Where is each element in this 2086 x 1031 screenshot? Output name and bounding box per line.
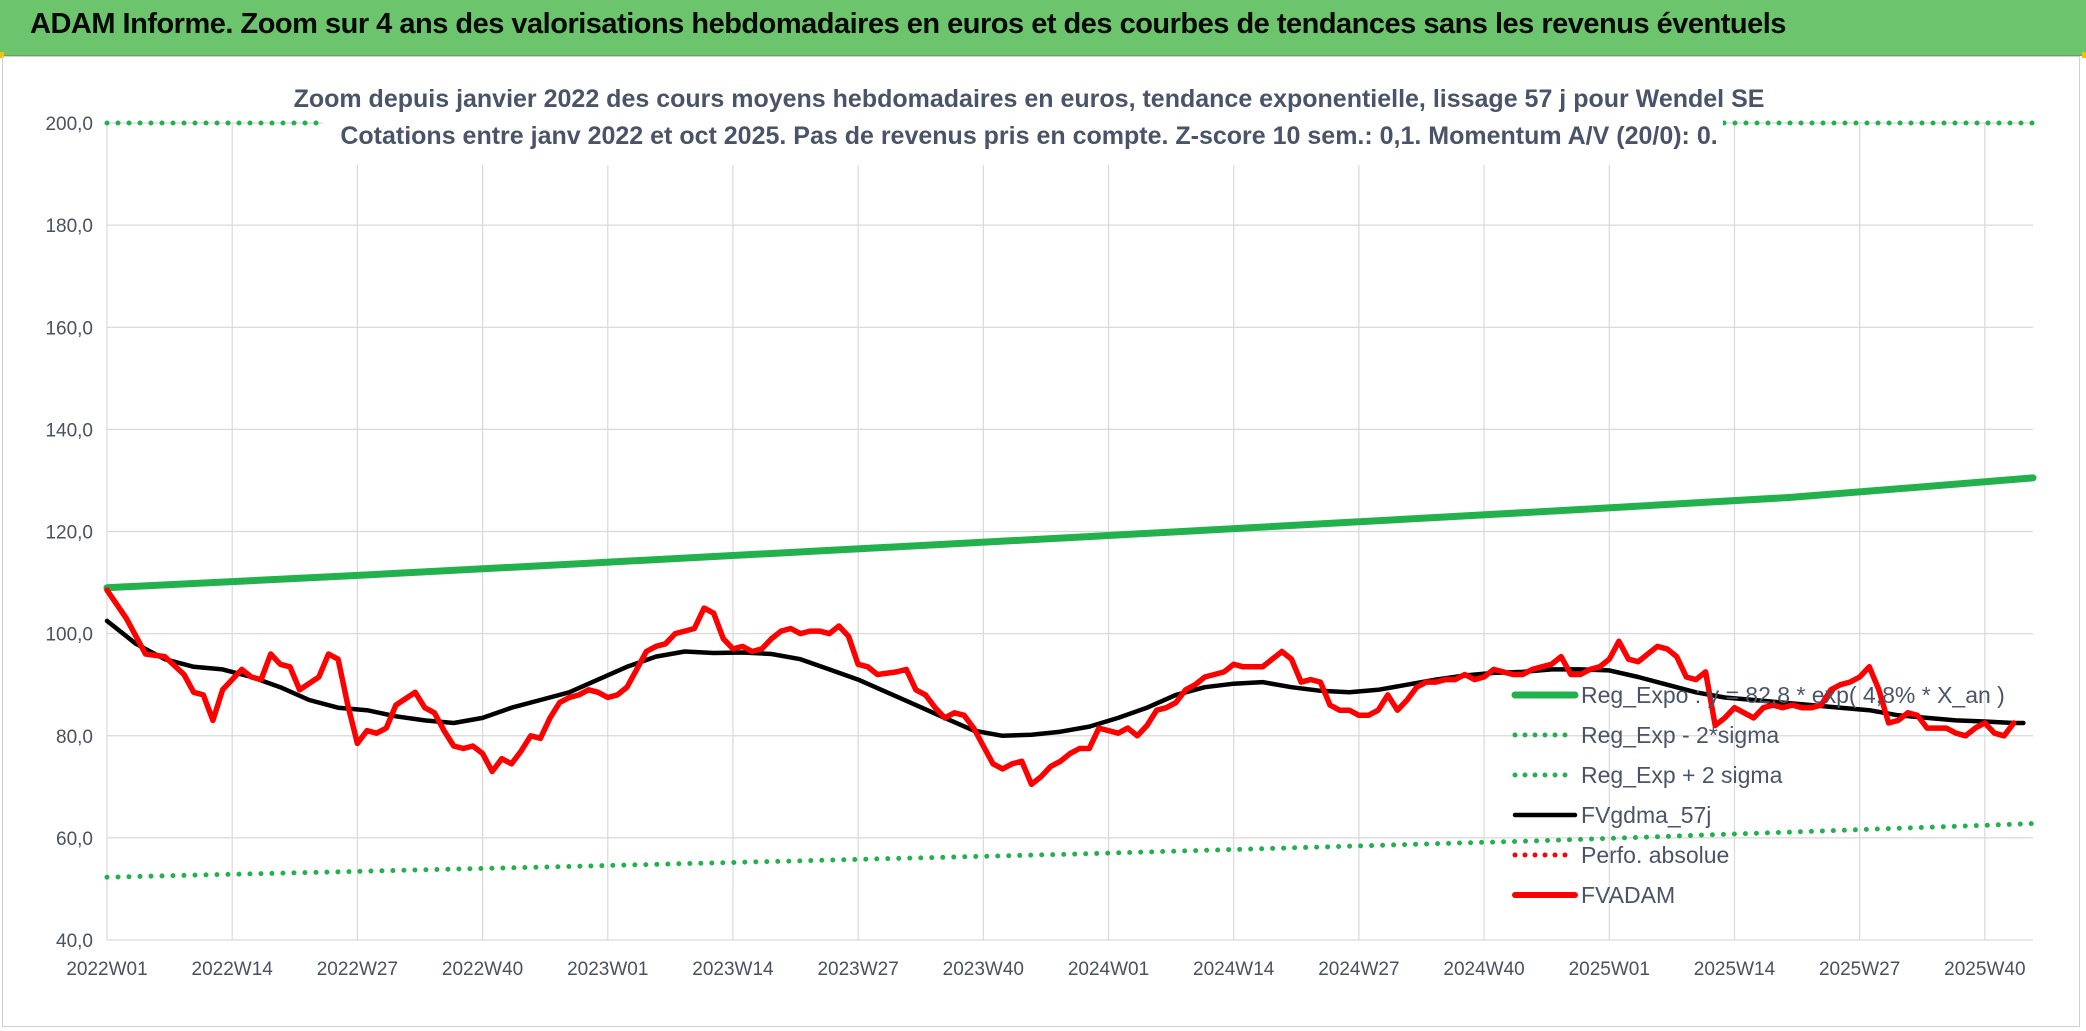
- x-tick-label: 2022W27: [317, 959, 398, 980]
- x-tick-label: 2023W14: [692, 959, 774, 980]
- axes: 40,0 60,0 80,0 100,0 120,0 140,0 160,0 180,0 200…: [45, 114, 2025, 980]
- x-tick-label: 2025W01: [1569, 959, 1650, 980]
- series-line-5: [104, 587, 2017, 788]
- y-tick-label: 120,0: [45, 523, 93, 544]
- y-tick-label: 160,0: [45, 318, 93, 339]
- report-title: ADAM Informe. Zoom sur 4 ans des valoris…: [30, 8, 1786, 40]
- y-tick-label: 100,0: [45, 625, 93, 646]
- x-tick-label: 2022W01: [66, 959, 147, 980]
- legend-label-3: FVgdma_57j: [1581, 802, 1711, 828]
- grid-lines: [106, 122, 2033, 941]
- legend-label-5: FVADAM: [1581, 882, 1675, 908]
- y-tick-label: 60,0: [56, 829, 93, 850]
- legend-label-4: Perfo. absolue: [1581, 842, 1729, 868]
- series-line-3: [104, 618, 2026, 739]
- x-tick-label: 2024W01: [1068, 959, 1149, 980]
- corner-accent-left: [0, 52, 4, 58]
- y-tick-label: 80,0: [56, 727, 93, 748]
- x-tick-label: 2025W27: [1819, 959, 1900, 980]
- line-chart: 40,0 60,0 80,0 100,0 120,0 140,0 160,0 180,0 200…: [45, 77, 2037, 980]
- y-tick-label: 40,0: [56, 931, 93, 952]
- chart-legend: Reg_Expo : y = 82,8 * exp( 4,8% * X_an )…: [1511, 682, 2005, 908]
- title-background: [323, 77, 1723, 165]
- x-tick-label: 2022W40: [442, 959, 523, 980]
- x-tick-label: 2022W14: [192, 959, 274, 980]
- x-tick-label: 2023W27: [817, 959, 898, 980]
- chart-frame: 40,0 60,0 80,0 100,0 120,0 140,0 160,0 180,0 200…: [2, 56, 2080, 1027]
- series-line-0: [103, 474, 2037, 592]
- chart-subtitle: Cotations entre janv 2022 et oct 2025. P…: [340, 122, 1717, 150]
- y-tick-label: 200,0: [45, 114, 93, 135]
- x-tick-label: 2024W40: [1443, 959, 1524, 980]
- legend-label-0: Reg_Expo : y = 82,8 * exp( 4,8% * X_an ): [1581, 682, 2005, 708]
- x-tick-label: 2023W01: [567, 959, 648, 980]
- x-tick-label: 2025W14: [1694, 959, 1776, 980]
- y-tick-label: 180,0: [45, 216, 93, 237]
- chart-title: Zoom depuis janvier 2022 des cours moyen…: [294, 85, 1765, 113]
- y-tick-label: 140,0: [45, 420, 93, 441]
- x-tick-label: 2024W27: [1318, 959, 1399, 980]
- x-tick-label: 2024W14: [1193, 959, 1275, 980]
- legend-label-1: Reg_Exp - 2*sigma: [1581, 722, 1779, 748]
- report-banner: ADAM Informe. Zoom sur 4 ans des valoris…: [0, 0, 2086, 56]
- chart-titles: Zoom depuis janvier 2022 des cours moyen…: [294, 77, 1765, 165]
- series-line-1: [104, 821, 2036, 880]
- x-tick-label: 2023W40: [943, 959, 1024, 980]
- corner-accent-right: [2082, 52, 2086, 58]
- legend-label-2: Reg_Exp + 2 sigma: [1581, 762, 1783, 788]
- x-tick-label: 2025W40: [1944, 959, 2025, 980]
